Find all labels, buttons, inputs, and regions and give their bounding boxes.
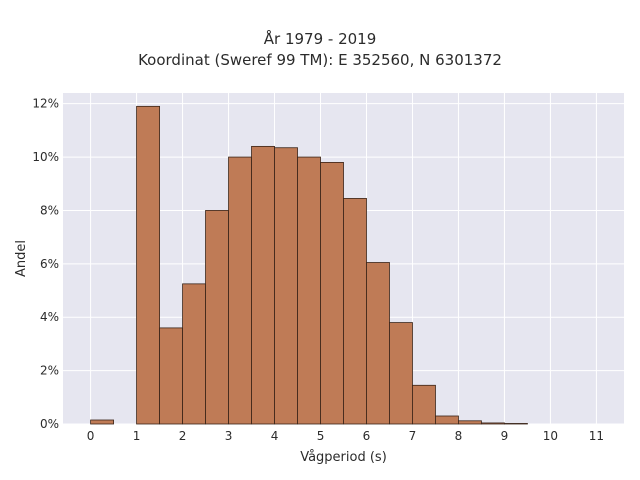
histogram-bar	[320, 162, 344, 425]
x-tick-label: 4	[271, 429, 279, 443]
y-tick-label: 8%	[40, 203, 59, 217]
histogram-bar	[297, 156, 321, 425]
chart-subtitle: Koordinat (Sweref 99 TM): E 352560, N 63…	[138, 51, 502, 69]
x-tick-label: 0	[87, 429, 95, 443]
x-tick-label: 2	[179, 429, 187, 443]
y-tick-label: 12%	[32, 97, 59, 111]
x-tick-label: 10	[543, 429, 558, 443]
y-axis-ticks: 0% 2% 4% 6% 8% 10% 12%	[32, 97, 59, 431]
histogram-bar	[366, 262, 390, 425]
histogram-bar	[90, 419, 114, 425]
x-tick-label: 9	[501, 429, 509, 443]
bars	[90, 105, 528, 425]
x-tick-label: 7	[409, 429, 417, 443]
x-tick-label: 3	[225, 429, 233, 443]
x-tick-label: 11	[589, 429, 604, 443]
x-axis-label: Vågperiod (s)	[300, 450, 387, 465]
histogram-bar	[136, 105, 160, 425]
histogram-bar	[504, 423, 528, 425]
histogram-bar	[274, 147, 298, 425]
y-tick-label: 0%	[40, 417, 59, 431]
histogram-bar	[228, 156, 252, 425]
x-tick-label: 1	[133, 429, 141, 443]
x-tick-label: 5	[317, 429, 325, 443]
histogram-bar	[435, 415, 459, 425]
y-tick-label: 4%	[40, 310, 59, 324]
histogram-bar	[343, 198, 367, 425]
chart-title: År 1979 - 2019	[263, 30, 377, 48]
histogram-bar	[389, 322, 413, 425]
histogram-bar	[159, 327, 183, 425]
histogram-bar	[251, 145, 275, 425]
x-tick-label: 8	[455, 429, 463, 443]
y-tick-label: 2%	[40, 364, 59, 378]
histogram-bar	[458, 420, 482, 425]
histogram-bar	[412, 384, 436, 425]
histogram-bar	[182, 283, 206, 425]
x-tick-label: 6	[363, 429, 371, 443]
x-axis-ticks: 0 1 2 3 4 5 6 7 8 9 10 11	[87, 429, 604, 443]
y-tick-label: 6%	[40, 257, 59, 271]
y-axis-label: Andel	[14, 240, 29, 277]
y-tick-label: 10%	[32, 150, 59, 164]
histogram-bar	[205, 210, 229, 425]
histogram-bar	[481, 422, 505, 425]
